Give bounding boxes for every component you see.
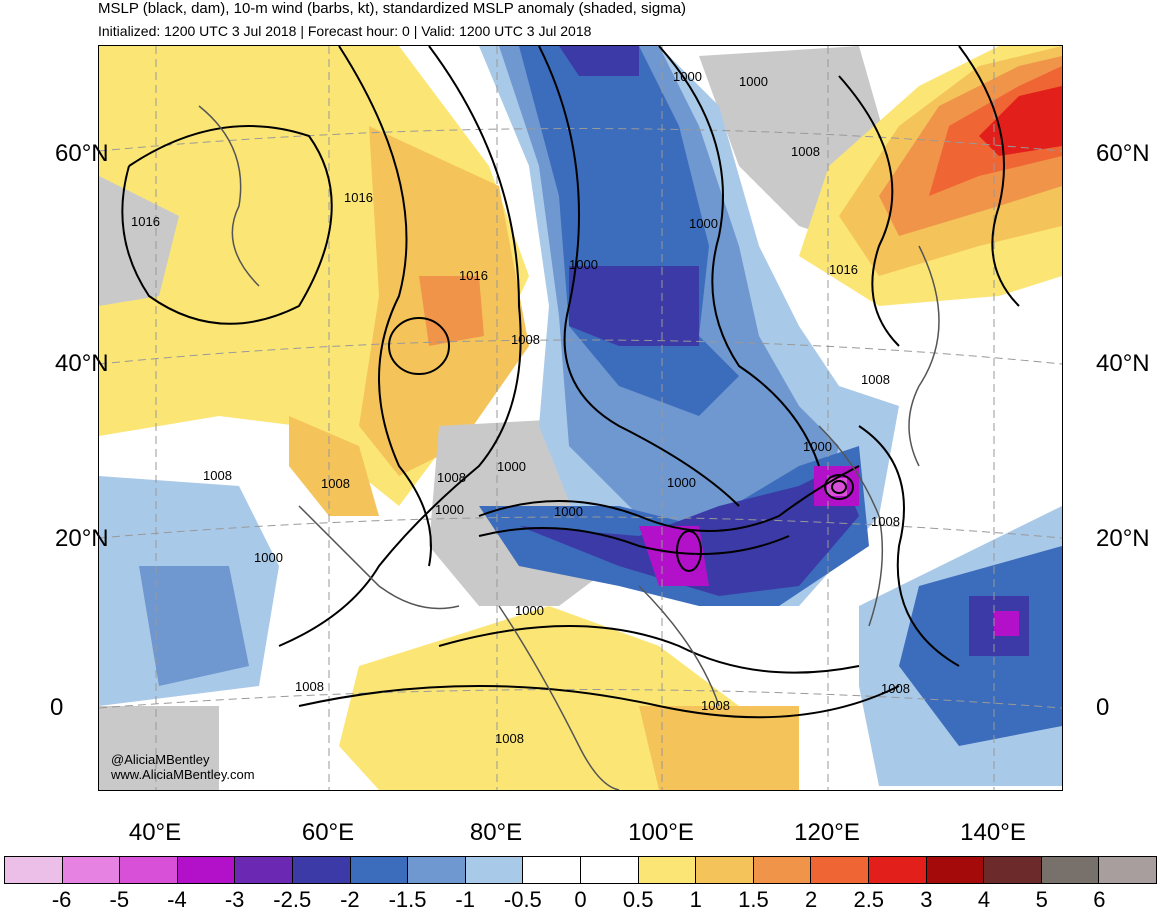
contour-labels: 1016 1016 1016 1016 1008 1008 1008 1008 … <box>131 69 910 746</box>
contour-label: 1008 <box>437 470 466 485</box>
colorbar-swatch <box>984 857 1042 883</box>
lat-label-left: 60°N <box>55 140 109 167</box>
lon-label: 120°E <box>794 819 860 846</box>
lat-label-left: 0 <box>50 694 64 721</box>
colorbar-swatch <box>1099 857 1156 883</box>
contour-label: 1008 <box>701 698 730 713</box>
contour-label: 1000 <box>689 216 718 231</box>
colorbar-label: 5 <box>1035 887 1048 912</box>
colorbar-swatch <box>811 857 869 883</box>
contour-label: 1000 <box>254 550 283 565</box>
colorbar-swatch <box>62 857 121 883</box>
colorbar-swatch <box>696 857 754 883</box>
colorbar-label: -6 <box>51 887 72 912</box>
lon-label: 100°E <box>628 819 694 846</box>
colorbar-swatch <box>638 857 697 883</box>
lat-label-right: 20°N <box>1096 525 1150 552</box>
colorbar-label: -1.5 <box>388 887 427 912</box>
colorbar-label: -5 <box>109 887 130 912</box>
colorbar-swatch <box>523 857 581 883</box>
coastlines <box>198 105 940 790</box>
colorbar-swatch <box>868 857 927 883</box>
contour-label: 1016 <box>344 190 373 205</box>
contour-label: 1000 <box>569 257 598 272</box>
colorbar-label: 0 <box>574 887 587 912</box>
contour-label: 1008 <box>321 476 350 491</box>
contour-label: 1000 <box>515 603 544 618</box>
lon-label: 80°E <box>469 819 523 846</box>
colorbar-swatch <box>120 857 178 883</box>
colorbar-swatch <box>408 857 466 883</box>
contour-label: 1000 <box>739 74 768 89</box>
colorbar-swatch <box>926 857 985 883</box>
colorbar-swatch <box>292 857 351 883</box>
contour-label: 1000 <box>673 69 702 84</box>
colorbar-label: -3 <box>224 887 245 912</box>
colorbar-label: 2.5 <box>853 887 885 912</box>
colorbar-swatch <box>350 857 409 883</box>
contour-label: 1008 <box>295 679 324 694</box>
map-subtitle: Initialized: 1200 UTC 3 Jul 2018 | Forec… <box>98 23 592 39</box>
colorbar-swatch <box>465 857 524 883</box>
colorbar-swatch <box>580 857 639 883</box>
contour-label: 1000 <box>497 459 526 474</box>
map-title: MSLP (black, dam), 10-m wind (barbs, kt)… <box>98 0 687 17</box>
colorbar-label: 4 <box>977 887 991 912</box>
credit-site[interactable]: www.AliciaMBentley.com <box>111 767 255 782</box>
colorbar-label: -1 <box>455 887 475 912</box>
contour-label: 1008 <box>881 681 910 696</box>
graticule <box>99 46 1062 790</box>
contour-label: 1000 <box>803 439 832 454</box>
lat-label-right: 60°N <box>1096 140 1150 167</box>
anomaly-shading <box>99 46 1062 790</box>
contour-label: 1000 <box>554 504 583 519</box>
contour-label: 1008 <box>203 468 232 483</box>
contour-label: 1016 <box>829 262 858 277</box>
lon-label: 40°E <box>128 819 182 846</box>
contour-label: 1000 <box>435 502 464 517</box>
colorbar <box>4 856 1157 884</box>
contour-label: 1016 <box>459 268 488 283</box>
weather-map-svg: 1016 1016 1016 1016 1008 1008 1008 1008 … <box>99 46 1062 790</box>
lon-label: 60°E <box>301 819 355 846</box>
lat-label-right: 40°N <box>1096 350 1150 377</box>
colorbar-label: 1.5 <box>738 887 769 912</box>
colorbar-label: 2 <box>804 887 818 912</box>
colorbar-label: -0.5 <box>503 887 542 912</box>
contour-label: 1008 <box>511 332 540 347</box>
colorbar-label: 1 <box>689 887 702 912</box>
contour-label: 1008 <box>861 372 890 387</box>
contour-label: 1008 <box>791 144 820 159</box>
credit-handle: @AliciaMBentley <box>111 752 210 767</box>
contour-label: 1000 <box>667 475 696 490</box>
colorbar-swatch <box>753 857 812 883</box>
colorbar-label: -4 <box>167 887 187 912</box>
colorbar-swatch <box>5 857 63 883</box>
colorbar-label: 6 <box>1093 887 1106 912</box>
colorbar-swatch <box>1041 857 1100 883</box>
colorbar-label: -2 <box>340 887 360 912</box>
contour-label: 1008 <box>495 731 524 746</box>
isobars <box>121 46 1020 719</box>
lon-label: 140°E <box>960 819 1026 846</box>
contour-label: 1016 <box>131 214 160 229</box>
colorbar-swatch <box>235 857 293 883</box>
colorbar-label: 3 <box>920 887 933 912</box>
lat-label-left: 40°N <box>55 350 109 377</box>
map-panel[interactable]: 1016 1016 1016 1016 1008 1008 1008 1008 … <box>98 45 1063 791</box>
colorbar-label: -2.5 <box>273 887 312 912</box>
lat-label-right: 0 <box>1096 694 1110 721</box>
contour-label: 1008 <box>871 514 900 529</box>
colorbar-swatch <box>177 857 236 883</box>
colorbar-label: 0.5 <box>622 887 654 912</box>
lat-label-left: 20°N <box>55 525 109 552</box>
